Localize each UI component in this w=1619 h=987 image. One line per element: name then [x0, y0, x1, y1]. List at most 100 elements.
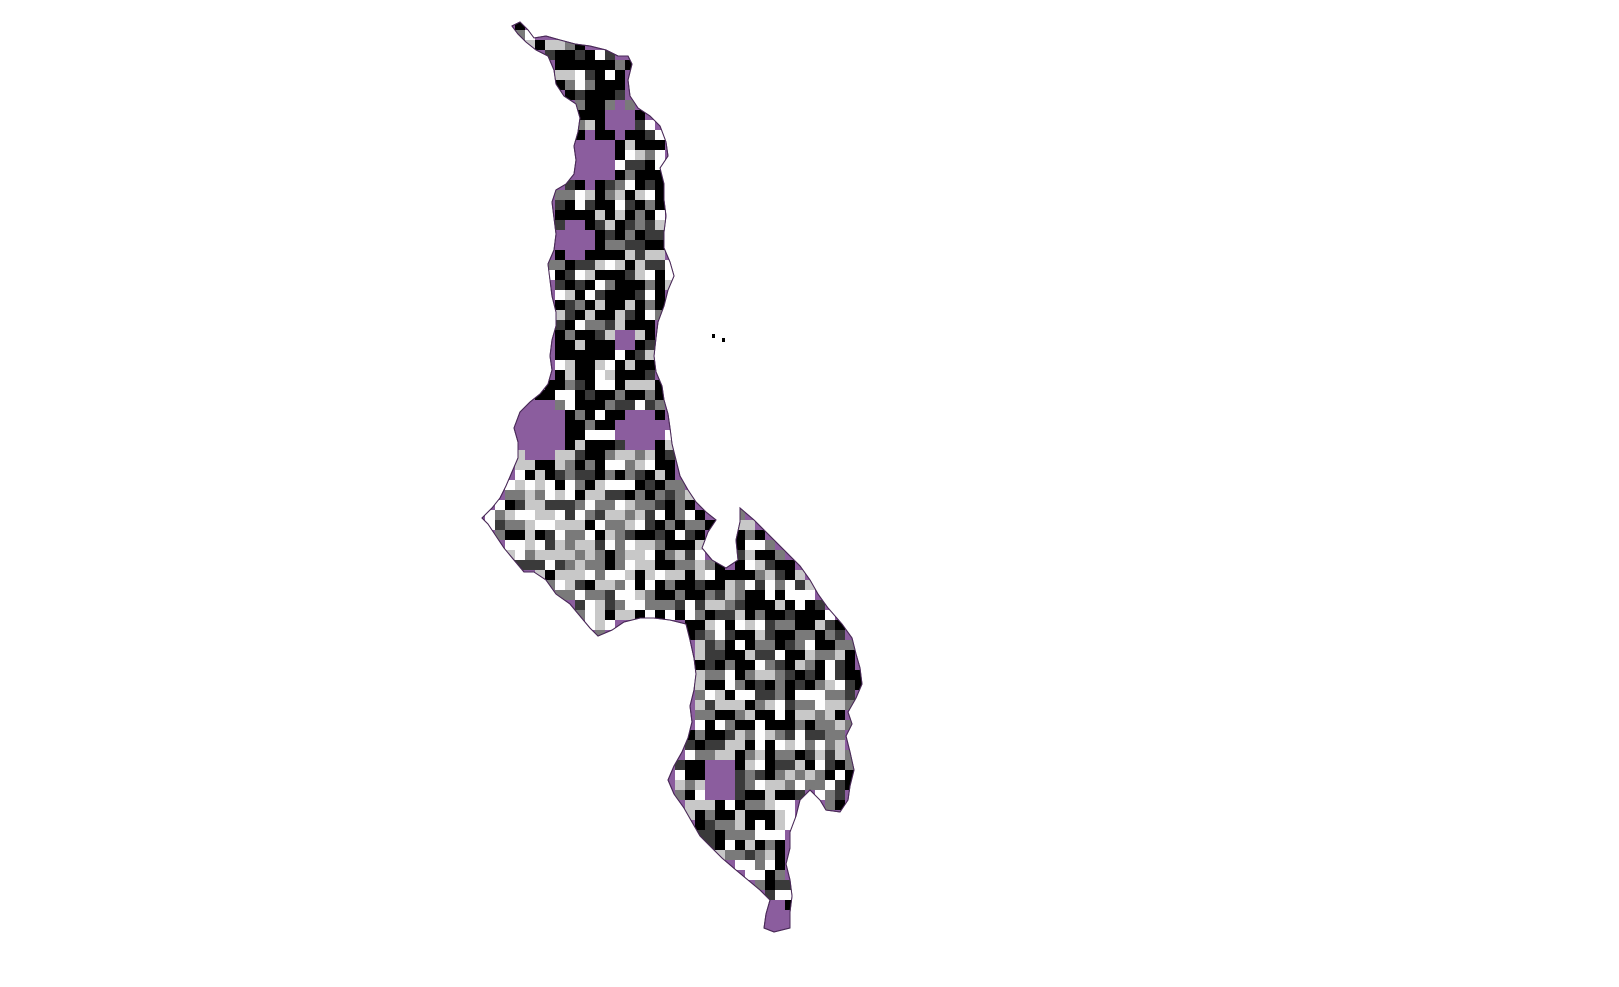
raster-cell — [605, 360, 615, 370]
raster-cell — [625, 360, 635, 370]
raster-cell — [645, 530, 655, 540]
raster-cell — [765, 670, 775, 680]
raster-cell — [655, 580, 665, 590]
raster-cell — [795, 700, 805, 710]
raster-cell — [825, 660, 835, 670]
raster-cell — [655, 600, 665, 610]
island-marker — [712, 334, 715, 338]
raster-cell — [545, 500, 555, 510]
raster-cell — [605, 620, 615, 630]
raster-cell — [655, 280, 665, 290]
raster-cell — [665, 550, 675, 560]
raster-cell — [655, 540, 665, 550]
raster-cell — [675, 480, 685, 490]
raster-cell — [625, 610, 635, 620]
raster-cell — [635, 490, 645, 500]
raster-cell — [605, 80, 615, 90]
raster-cell — [765, 650, 775, 660]
raster-cell — [565, 80, 575, 90]
raster-cell — [785, 680, 795, 690]
raster-cell — [725, 650, 735, 660]
raster-cell — [565, 580, 575, 590]
raster-cell — [765, 780, 775, 790]
raster-cell — [715, 820, 725, 830]
raster-cell — [625, 530, 635, 540]
raster-cell — [615, 590, 625, 600]
raster-cell — [535, 570, 545, 580]
raster-cell — [585, 600, 595, 610]
raster-cell — [595, 300, 605, 310]
raster-cell — [785, 710, 795, 720]
raster-cell — [775, 720, 785, 730]
raster-cell — [695, 550, 705, 560]
raster-cell — [605, 560, 615, 570]
raster-cell — [625, 300, 635, 310]
raster-cell — [655, 490, 665, 500]
raster-cell — [735, 710, 745, 720]
raster-cell — [575, 610, 585, 620]
raster-cell — [825, 740, 835, 750]
raster-cell — [665, 600, 675, 610]
raster-cell — [735, 730, 745, 740]
raster-cell — [745, 560, 755, 570]
raster-cell — [775, 810, 785, 820]
raster-cell — [765, 620, 775, 630]
raster-cell — [595, 500, 605, 510]
raster-cell — [825, 710, 835, 720]
raster-cell — [775, 670, 785, 680]
raster-cell — [595, 310, 605, 320]
raster-cell — [595, 570, 605, 580]
raster-cell — [605, 570, 615, 580]
raster-cell — [785, 790, 795, 800]
raster-cell — [835, 620, 845, 630]
raster-cell — [605, 600, 615, 610]
raster-cell — [565, 90, 575, 100]
raster-cell — [645, 450, 655, 460]
raster-cell — [655, 180, 665, 190]
raster-cell — [785, 570, 795, 580]
raster-cell — [565, 450, 575, 460]
raster-cell — [775, 630, 785, 640]
raster-cell — [765, 760, 775, 770]
raster-grid-layer — [485, 22, 862, 910]
raster-cell — [545, 480, 555, 490]
raster-cell — [585, 550, 595, 560]
raster-cell — [605, 220, 615, 230]
raster-cell — [795, 770, 805, 780]
raster-cell — [565, 180, 575, 190]
raster-cell — [595, 510, 605, 520]
raster-cell — [635, 470, 645, 480]
raster-cell — [695, 700, 705, 710]
raster-cell — [555, 340, 565, 350]
raster-cell — [775, 750, 785, 760]
raster-cell — [825, 700, 835, 710]
raster-cell — [645, 300, 655, 310]
raster-cell — [675, 780, 685, 790]
raster-cell — [755, 820, 765, 830]
raster-cell — [775, 850, 785, 860]
island-marker — [722, 338, 725, 342]
raster-cell — [555, 560, 565, 570]
raster-cell — [775, 690, 785, 700]
raster-cell — [585, 340, 595, 350]
raster-cell — [635, 330, 645, 340]
raster-cell — [795, 750, 805, 760]
raster-cell — [825, 680, 835, 690]
raster-cell — [615, 210, 625, 220]
raster-cell — [515, 470, 525, 480]
raster-cell — [695, 690, 705, 700]
raster-cell — [665, 430, 675, 440]
raster-cell — [605, 470, 615, 480]
raster-cell — [615, 550, 625, 560]
raster-cell — [605, 540, 615, 550]
raster-cell — [695, 560, 705, 570]
raster-cell — [805, 680, 815, 690]
raster-cell — [625, 230, 635, 240]
raster-cell — [845, 640, 855, 650]
raster-cell — [715, 750, 725, 760]
raster-cell — [605, 490, 615, 500]
raster-cell — [645, 370, 655, 380]
raster-cell — [625, 310, 635, 320]
raster-cell — [575, 90, 585, 100]
raster-cell — [775, 560, 785, 570]
